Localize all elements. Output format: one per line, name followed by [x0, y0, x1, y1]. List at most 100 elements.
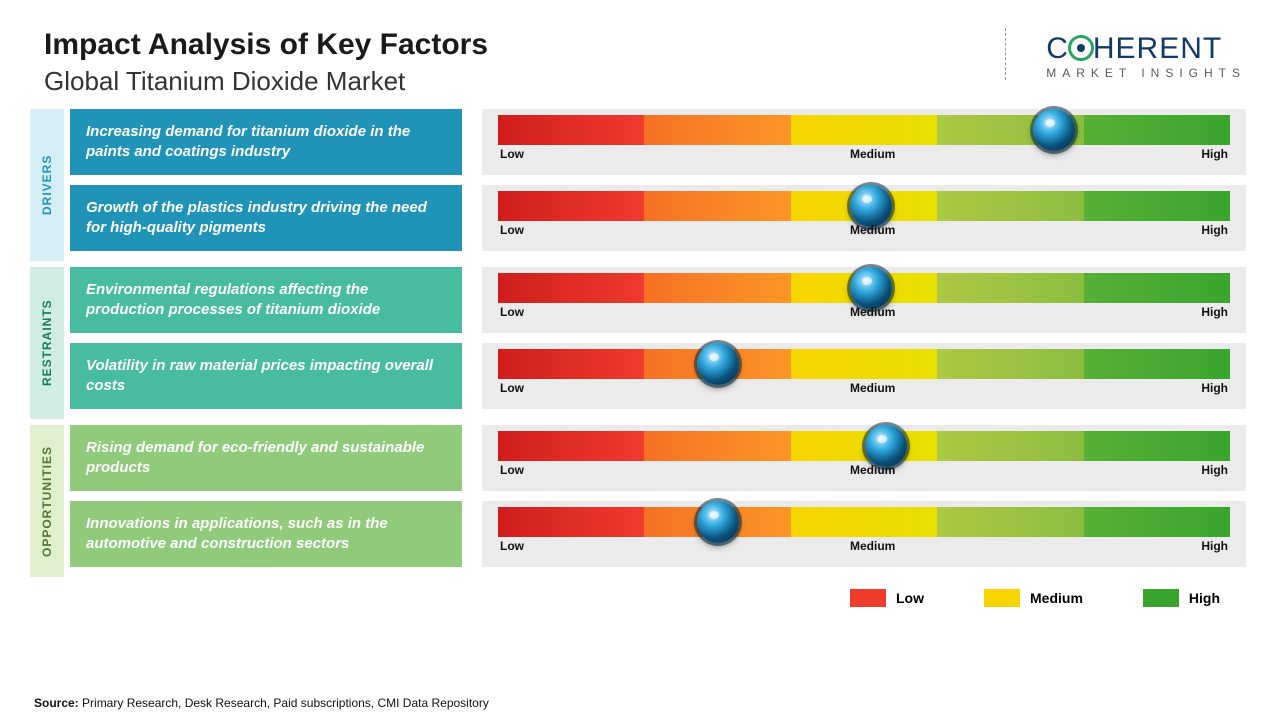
- factor-row: Increasing demand for titanium dioxide i…: [70, 109, 1246, 175]
- slider-marker[interactable]: [850, 185, 892, 227]
- legend-label: Medium: [1030, 590, 1083, 606]
- track-segment: [937, 191, 1083, 221]
- scale-label-medium: Medium: [850, 305, 895, 319]
- source-line: Source: Primary Research, Desk Research,…: [34, 696, 489, 710]
- brand-logo: C HERENT MARKET INSIGHTS: [1005, 28, 1250, 80]
- source-prefix: Source:: [34, 696, 79, 710]
- legend-label: Low: [896, 590, 924, 606]
- page-title: Impact Analysis of Key Factors: [44, 28, 488, 62]
- slider-track: [498, 507, 1230, 537]
- group-drivers: DRIVERSIncreasing demand for titanium di…: [30, 109, 1246, 261]
- scale-labels: Low Medium High: [498, 147, 1230, 161]
- slider-marker[interactable]: [1033, 109, 1075, 151]
- impact-slider[interactable]: Low Medium High: [482, 185, 1246, 251]
- track-segment: [498, 349, 644, 379]
- scale-label-high: High: [1201, 539, 1228, 553]
- slider-marker[interactable]: [697, 343, 739, 385]
- legend-label: High: [1189, 590, 1220, 606]
- impact-slider[interactable]: Low Medium High: [482, 109, 1246, 175]
- slider-marker[interactable]: [697, 501, 739, 543]
- scale-label-high: High: [1201, 463, 1228, 477]
- scale-label-medium: Medium: [850, 381, 895, 395]
- track-segment: [937, 349, 1083, 379]
- group-rows-opportunities: Rising demand for eco-friendly and susta…: [70, 425, 1246, 577]
- group-label-restraints: RESTRAINTS: [30, 267, 64, 419]
- title-block: Impact Analysis of Key Factors Global Ti…: [44, 28, 488, 97]
- scale-labels: Low Medium High: [498, 223, 1230, 237]
- track-segment: [1084, 273, 1230, 303]
- slider-marker[interactable]: [865, 425, 907, 467]
- factor-text: Growth of the plastics industry driving …: [70, 185, 462, 251]
- globe-icon: [1068, 35, 1094, 61]
- scale-labels: LowMediumHigh: [498, 539, 1230, 553]
- scale-label-medium: Medium: [850, 223, 895, 237]
- group-rows-drivers: Increasing demand for titanium dioxide i…: [70, 109, 1246, 261]
- track-segment: [1084, 431, 1230, 461]
- track-segment: [498, 191, 644, 221]
- track-segment: [937, 273, 1083, 303]
- track-segment: [644, 273, 790, 303]
- factor-row: Environmental regulations affecting the …: [70, 267, 1246, 333]
- track-segment: [937, 507, 1083, 537]
- scale-label-low: Low: [500, 305, 524, 319]
- track-segment: [1084, 349, 1230, 379]
- source-text: Primary Research, Desk Research, Paid su…: [79, 696, 489, 710]
- impact-slider[interactable]: Low Medium High: [482, 425, 1246, 491]
- factor-text: Volatility in raw material prices impact…: [70, 343, 462, 409]
- scale-labels: Low Medium High: [498, 305, 1230, 319]
- track-segment: [644, 191, 790, 221]
- slider-track: [498, 115, 1230, 145]
- track-segment: [1084, 115, 1230, 145]
- scale-label-low: Low: [500, 223, 524, 237]
- track-segment: [1084, 191, 1230, 221]
- scale-label-low: Low: [500, 147, 524, 161]
- track-segment: [498, 115, 644, 145]
- group-opportunities: OPPORTUNITIESRising demand for eco-frien…: [30, 425, 1246, 577]
- factor-row: Rising demand for eco-friendly and susta…: [70, 425, 1246, 491]
- scale-labels: Low Medium High: [498, 381, 1230, 395]
- track-segment: [937, 431, 1083, 461]
- legend-item: Medium: [984, 589, 1083, 607]
- impact-slider[interactable]: Low Medium High: [482, 343, 1246, 409]
- legend-item: High: [1143, 589, 1220, 607]
- impact-slider[interactable]: LowMediumHigh: [482, 501, 1246, 567]
- factor-text: Environmental regulations affecting the …: [70, 267, 462, 333]
- track-segment: [1084, 507, 1230, 537]
- factor-row: Innovations in applications, such as in …: [70, 501, 1246, 567]
- impact-slider[interactable]: Low Medium High: [482, 267, 1246, 333]
- slider-marker[interactable]: [850, 267, 892, 309]
- factor-text: Increasing demand for titanium dioxide i…: [70, 109, 462, 175]
- header: Impact Analysis of Key Factors Global Ti…: [0, 0, 1280, 109]
- track-segment: [644, 431, 790, 461]
- legend: Low Medium High: [0, 583, 1280, 607]
- legend-item: Low: [850, 589, 924, 607]
- scale-label-low: Low: [500, 539, 524, 553]
- page-subtitle: Global Titanium Dioxide Market: [44, 66, 488, 97]
- factor-text: Innovations in applications, such as in …: [70, 501, 462, 567]
- scale-labels: Low Medium High: [498, 463, 1230, 477]
- slider-track: [498, 349, 1230, 379]
- track-segment: [791, 115, 937, 145]
- factor-text: Rising demand for eco-friendly and susta…: [70, 425, 462, 491]
- factor-row: Volatility in raw material prices impact…: [70, 343, 1246, 409]
- legend-swatch: [1143, 589, 1179, 607]
- group-label-opportunities: OPPORTUNITIES: [30, 425, 64, 577]
- factors-container: DRIVERSIncreasing demand for titanium di…: [0, 109, 1280, 577]
- track-segment: [498, 507, 644, 537]
- logo-text-a: C: [1046, 34, 1069, 64]
- group-rows-restraints: Environmental regulations affecting the …: [70, 267, 1246, 419]
- scale-label-low: Low: [500, 381, 524, 395]
- scale-label-medium: Medium: [850, 463, 895, 477]
- group-label-drivers: DRIVERS: [30, 109, 64, 261]
- brand-logo-sub: MARKET INSIGHTS: [1046, 66, 1246, 80]
- scale-label-high: High: [1201, 381, 1228, 395]
- brand-logo-main: C HERENT: [1046, 34, 1246, 64]
- scale-label-medium: Medium: [850, 147, 895, 161]
- legend-swatch: [984, 589, 1020, 607]
- scale-label-high: High: [1201, 305, 1228, 319]
- scale-label-low: Low: [500, 463, 524, 477]
- track-segment: [791, 349, 937, 379]
- scale-label-high: High: [1201, 147, 1228, 161]
- scale-label-high: High: [1201, 223, 1228, 237]
- track-segment: [498, 431, 644, 461]
